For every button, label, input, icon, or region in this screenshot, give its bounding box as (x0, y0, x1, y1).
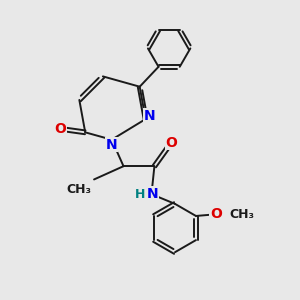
Text: N: N (147, 187, 158, 201)
Text: O: O (210, 208, 222, 221)
Text: H: H (135, 188, 146, 201)
Text: N: N (143, 109, 155, 123)
Text: N: N (106, 138, 117, 152)
Text: O: O (55, 122, 66, 136)
Text: CH₃: CH₃ (66, 183, 91, 196)
Text: CH₃: CH₃ (230, 208, 255, 221)
Text: O: O (166, 136, 177, 150)
